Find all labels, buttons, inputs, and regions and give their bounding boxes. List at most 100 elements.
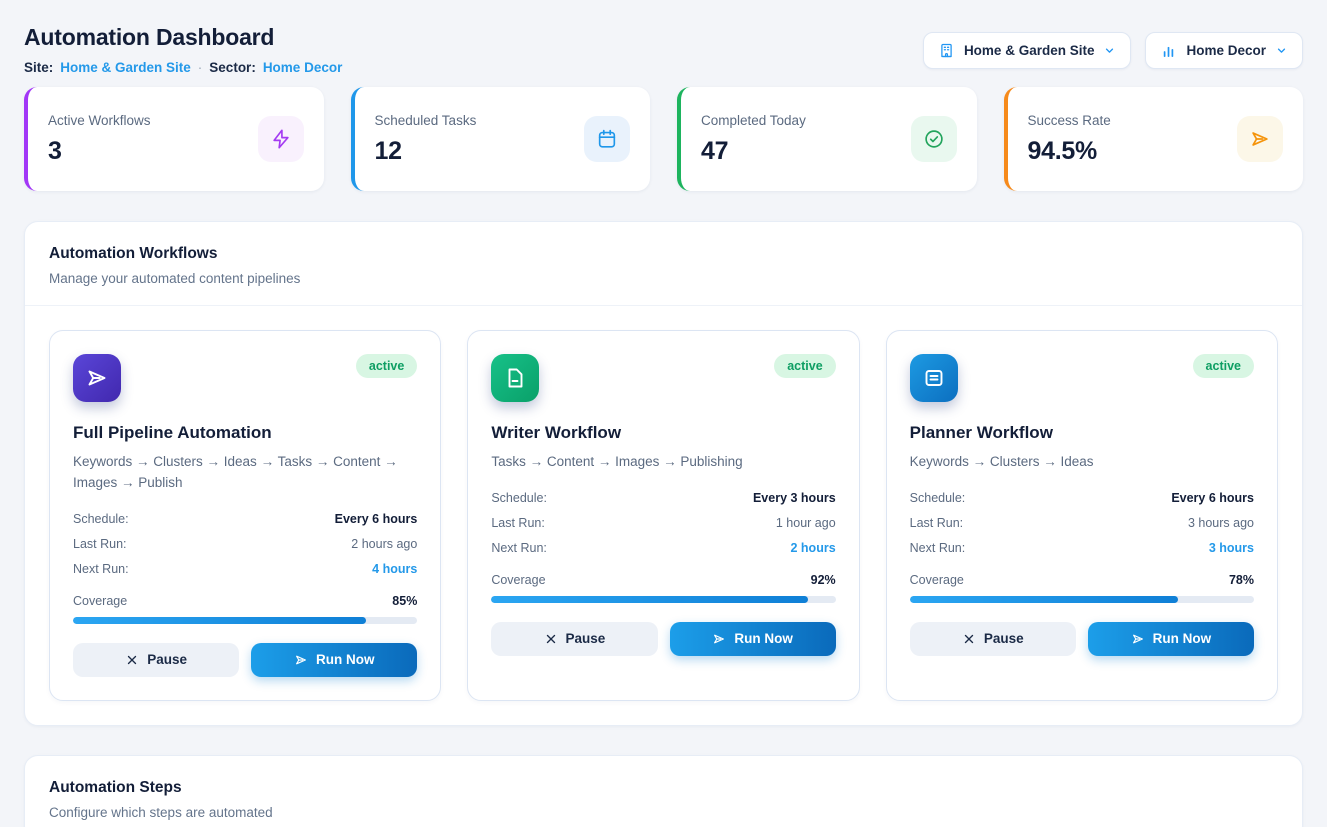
- lightning-icon: [257, 116, 304, 162]
- page-header: Automation Dashboard Site: Home & Garden…: [24, 24, 1303, 75]
- last-run-value: 2 hours ago: [351, 537, 418, 552]
- next-run-label: Next Run:: [491, 541, 547, 556]
- workflow-card-top: active: [73, 354, 418, 402]
- workflow-name: Writer Workflow: [491, 423, 622, 442]
- next-run-value: 2 hours: [790, 541, 836, 556]
- file-icon: [491, 354, 540, 402]
- steps-section-title: Automation Steps: [49, 778, 182, 796]
- pause-button[interactable]: Pause: [909, 621, 1076, 656]
- stat-value: 3: [48, 136, 62, 165]
- workflow-actions: Pause Run Now: [491, 621, 836, 656]
- status-badge: active: [774, 354, 836, 378]
- coverage-progress-track: [491, 595, 836, 603]
- status-badge: active: [1192, 354, 1254, 378]
- next-run-row: Next Run: 2 hours: [491, 536, 835, 561]
- next-run-label: Next Run:: [909, 541, 966, 556]
- workflows-section-body: active Full Pipeline Automation Keywords…: [25, 306, 1302, 725]
- last-run-row: Last Run: 2 hours ago: [73, 532, 417, 557]
- x-icon: [544, 632, 558, 646]
- schedule-value: Every 6 hours: [334, 512, 418, 527]
- chevron-down-icon: [1275, 44, 1288, 57]
- next-run-row: Next Run: 4 hours: [73, 557, 417, 582]
- last-run-label: Last Run:: [73, 537, 127, 552]
- workflow-actions: Pause Run Now: [909, 621, 1254, 656]
- coverage-label: Coverage: [73, 593, 128, 608]
- workflow-grid: active Full Pipeline Automation Keywords…: [49, 330, 1278, 701]
- workflow-card-full-pipeline: active Full Pipeline Automation Keywords…: [49, 330, 442, 701]
- schedule-value: Every 6 hours: [1171, 491, 1254, 506]
- check-circle-icon: [910, 116, 957, 162]
- sector-selector-label: Home Decor: [1186, 43, 1266, 58]
- coverage-progress-track: [73, 616, 418, 624]
- run-now-label: Run Now: [1152, 631, 1212, 647]
- schedule-label: Schedule:: [73, 512, 129, 527]
- sector-selector-dropdown[interactable]: Home Decor: [1145, 32, 1303, 69]
- workflows-section-subtitle: Manage your automated content pipelines: [49, 271, 301, 286]
- last-run-row: Last Run: 1 hour ago: [491, 511, 835, 536]
- stat-text: Active Workflows 3: [48, 113, 151, 166]
- last-run-label: Last Run:: [491, 516, 545, 531]
- stat-text: Scheduled Tasks 12: [375, 113, 477, 166]
- divider: [25, 305, 1302, 306]
- run-now-button[interactable]: Run Now: [251, 642, 418, 677]
- header-left: Automation Dashboard Site: Home & Garden…: [24, 24, 342, 75]
- status-badge: active: [355, 354, 418, 378]
- coverage-progress-track: [909, 595, 1254, 603]
- site-label: Site:: [24, 60, 54, 75]
- bar-chart-icon: [1160, 42, 1177, 59]
- coverage-progress-fill: [491, 595, 809, 603]
- coverage-row: Coverage 78%: [910, 573, 1254, 587]
- pause-button[interactable]: Pause: [491, 621, 658, 656]
- coverage-row: Coverage 85%: [73, 594, 417, 608]
- coverage-progress-fill: [909, 595, 1179, 603]
- steps-section-subtitle: Configure which steps are automated: [49, 804, 273, 820]
- stat-value: 94.5%: [1027, 136, 1098, 165]
- stat-label: Scheduled Tasks: [374, 112, 477, 128]
- send-icon: [1237, 116, 1283, 162]
- workflow-name: Planner Workflow: [909, 423, 1053, 442]
- pause-label: Pause: [147, 652, 187, 668]
- stat-text: Completed Today 47: [701, 113, 806, 166]
- workflow-name: Full Pipeline Automation: [73, 423, 272, 442]
- coverage-value: 78%: [1228, 572, 1254, 587]
- breadcrumb: Site: Home & Garden Site · Sector: Home …: [24, 60, 342, 75]
- x-icon: [962, 632, 976, 646]
- header-dropdowns: Home & Garden Site Home Decor: [922, 32, 1303, 69]
- run-now-button[interactable]: Run Now: [1087, 621, 1254, 656]
- workflow-description: Keywords → Clusters → Ideas → Tasks → Co…: [73, 454, 398, 490]
- run-now-label: Run Now: [316, 652, 375, 668]
- coverage-value: 92%: [810, 572, 836, 587]
- workflow-description: Tasks → Content → Images → Publishing: [491, 454, 743, 469]
- pause-button[interactable]: Pause: [73, 642, 240, 677]
- send-icon: [1131, 632, 1145, 646]
- schedule-row: Schedule: Every 6 hours: [910, 486, 1254, 511]
- last-run-value: 3 hours ago: [1187, 516, 1254, 531]
- sector-link[interactable]: Home Decor: [262, 60, 343, 75]
- site-link[interactable]: Home & Garden Site: [60, 60, 191, 75]
- coverage-label: Coverage: [909, 572, 964, 587]
- stat-value: 12: [374, 136, 403, 165]
- pause-label: Pause: [983, 631, 1024, 647]
- steps-section: Automation Steps Configure which steps a…: [24, 754, 1303, 827]
- stat-text: Success Rate 94.5%: [1028, 113, 1111, 166]
- stat-card-scheduled-tasks: Scheduled Tasks 12: [350, 87, 650, 191]
- run-now-label: Run Now: [734, 631, 793, 647]
- schedule-label: Schedule:: [491, 491, 547, 506]
- site-selector-dropdown[interactable]: Home & Garden Site: [922, 32, 1132, 69]
- schedule-label: Schedule:: [909, 491, 966, 506]
- workflow-card-writer: active Writer Workflow Tasks → Content →…: [467, 330, 860, 701]
- meta-separator: ·: [197, 60, 203, 75]
- schedule-row: Schedule: Every 3 hours: [491, 486, 835, 511]
- workflow-card-top: active: [909, 354, 1254, 402]
- stat-card-completed-today: Completed Today 47: [677, 87, 977, 191]
- workflow-description: Keywords → Clusters → Ideas: [909, 454, 1094, 469]
- workflow-actions: Pause Run Now: [73, 642, 418, 677]
- run-now-button[interactable]: Run Now: [669, 621, 836, 656]
- building-icon: [938, 42, 955, 59]
- send-icon: [294, 653, 308, 667]
- workflow-details: Schedule: Every 6 hours Last Run: 3 hour…: [910, 486, 1254, 561]
- next-run-label: Next Run:: [73, 562, 129, 577]
- chevron-down-icon: [1103, 44, 1116, 57]
- calendar-icon: [584, 116, 630, 162]
